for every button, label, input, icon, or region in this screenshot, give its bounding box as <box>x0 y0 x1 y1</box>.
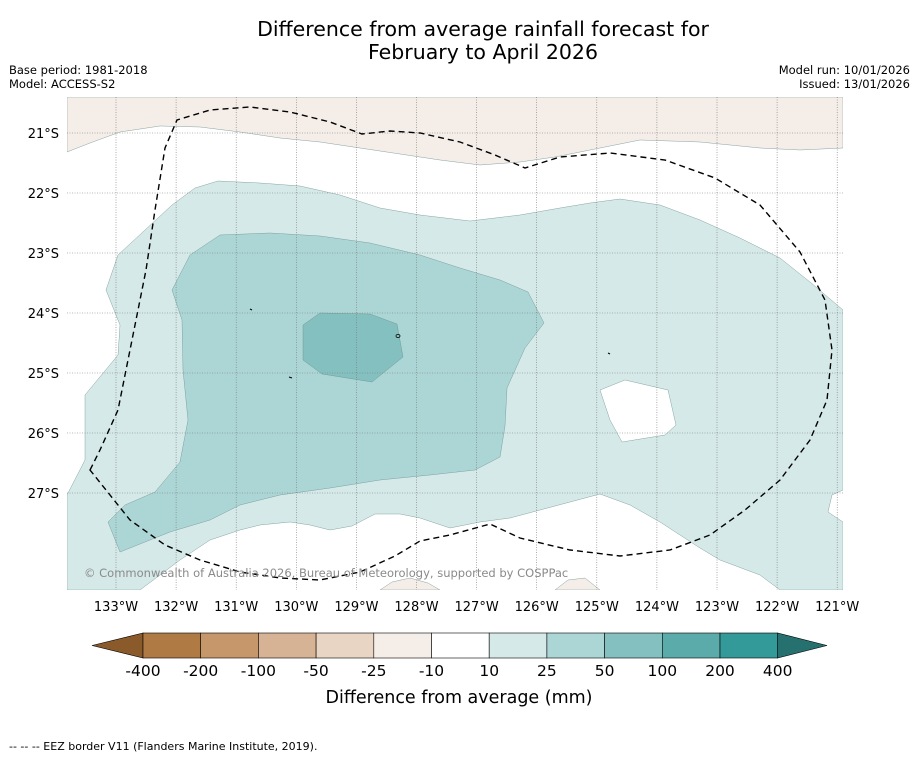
longitude-label: 129°W <box>334 600 378 615</box>
base-period-text: Base period: 1981-2018 <box>9 63 148 77</box>
model-run-text: Model run: 10/01/2026 <box>778 63 910 77</box>
contour-speck <box>607 352 611 355</box>
colorbar-swatch <box>719 632 779 659</box>
colorbar-tick-label: -10 <box>419 662 444 680</box>
longitude-label: 126°W <box>515 600 559 615</box>
contour-speck <box>249 308 253 311</box>
latitude-label: 25°S <box>28 367 59 382</box>
colorbar-extend-left <box>91 632 144 659</box>
latitude-labels: 21°S 22°S 23°S 24°S 25°S 26°S 27°S <box>28 127 59 502</box>
issued-text: Issued: 13/01/2026 <box>799 77 910 91</box>
longitude-label: 133°W <box>94 600 138 615</box>
colorbar-tick-label: 400 <box>763 662 793 680</box>
colorbar-swatch <box>200 632 259 659</box>
metadata-left: Base period: 1981-2018 Model: ACCESS-S2 <box>9 63 148 91</box>
longitude-label: 127°W <box>455 600 499 615</box>
longitude-label: 125°W <box>575 600 619 615</box>
contour-speck <box>395 333 401 338</box>
title-line-2: February to April 2026 <box>368 40 598 64</box>
longitude-label: 130°W <box>274 600 318 615</box>
map-plot-area: © Commonwealth of Australia 2026, Bureau… <box>67 97 843 590</box>
colorbar-tick-label: 50 <box>595 662 615 680</box>
latitude-label: 26°S <box>28 427 59 442</box>
colorbar-tick-label: -25 <box>361 662 386 680</box>
dry-region-top <box>67 97 843 166</box>
colorbar-tick-label: 25 <box>537 662 557 680</box>
longitude-label: 122°W <box>755 600 799 615</box>
colorbar-swatch <box>604 632 663 659</box>
longitude-label: 124°W <box>635 600 679 615</box>
wet-region-50-100 <box>302 312 404 383</box>
latitude-label: 23°S <box>28 247 59 262</box>
eez-border-line <box>89 106 833 581</box>
latitude-label: 21°S <box>28 127 59 142</box>
colorbar-swatch <box>142 632 202 659</box>
latitude-label: 22°S <box>28 187 59 202</box>
longitude-label: 132°W <box>154 600 198 615</box>
colorbar-tick-label: 200 <box>705 662 735 680</box>
colorbar-swatch <box>546 632 605 659</box>
metadata-right: Model run: 10/01/2026 Issued: 13/01/2026 <box>779 63 910 91</box>
dry-region-bottom-2 <box>554 577 601 590</box>
copyright-text: © Commonwealth of Australia 2026, Bureau… <box>84 566 568 580</box>
colorbar-swatch <box>661 632 721 659</box>
colorbar-tick-label: -50 <box>303 662 328 680</box>
graticule <box>67 97 843 590</box>
longitude-label: 131°W <box>214 600 258 615</box>
colorbar-extend-right <box>777 632 828 659</box>
colorbar-tick-label: -200 <box>183 662 218 680</box>
longitude-labels: 133°W 132°W 131°W 130°W 129°W 128°W 127°W 126°W… <box>94 600 860 615</box>
colorbar-tick-label: 10 <box>479 662 499 680</box>
dry-region-bottom-1 <box>379 577 441 590</box>
colorbar-swatch <box>488 632 548 659</box>
colorbar: -400 -200 -100 -50 -25 -10 10 25 50 100 200 400 <box>91 632 828 680</box>
page-title: Difference from average rainfall forecas… <box>0 18 919 64</box>
colorbar-swatch <box>431 632 490 659</box>
colorbar-tick-label: -400 <box>125 662 160 680</box>
longitude-label: 128°W <box>394 600 438 615</box>
eez-footnote: -- -- -- EEZ border V11 (Flanders Marine… <box>9 740 318 753</box>
title-line-1: Difference from average rainfall forecas… <box>257 17 709 41</box>
latitude-label: 27°S <box>28 487 59 502</box>
model-text: Model: ACCESS-S2 <box>9 77 116 91</box>
longitude-label: 123°W <box>695 600 739 615</box>
colorbar-tick-label: -100 <box>241 662 276 680</box>
latitude-label: 24°S <box>28 307 59 322</box>
colorbar-swatch <box>258 632 317 659</box>
colorbar-tick-label: 100 <box>648 662 678 680</box>
colorbar-swatch <box>373 632 432 659</box>
longitude-label: 121°W <box>815 600 859 615</box>
colorbar-swatch <box>315 632 375 659</box>
colorbar-label: Difference from average (mm) <box>325 688 592 708</box>
contour-speck <box>288 376 293 379</box>
